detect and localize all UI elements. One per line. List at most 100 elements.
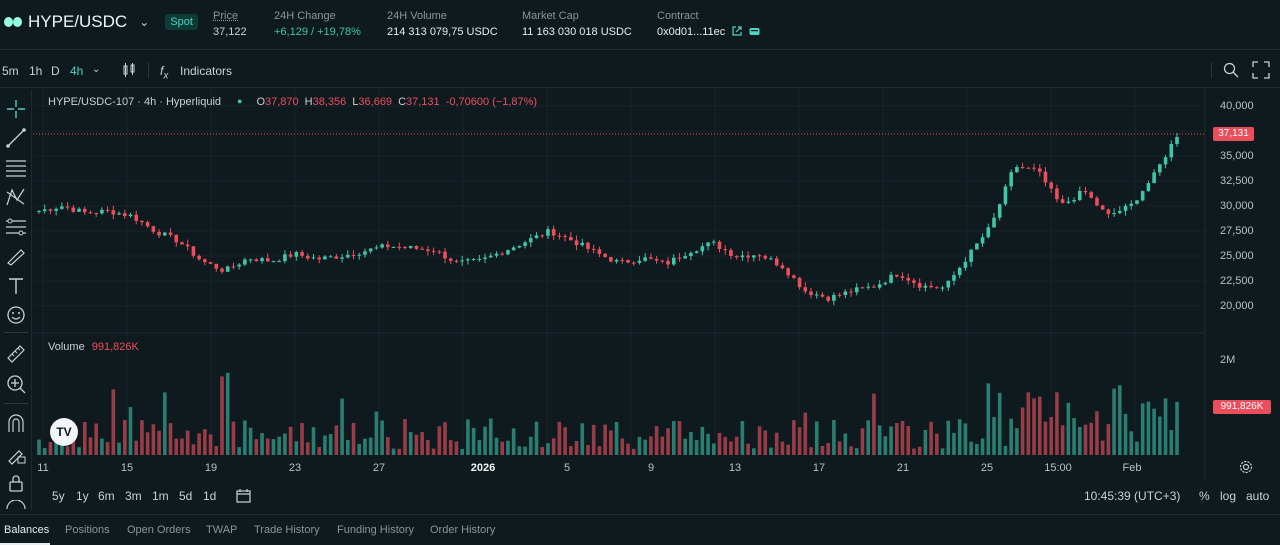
candle-type-icon[interactable] [121, 62, 137, 78]
tab-positions[interactable]: Positions [65, 524, 110, 536]
timeframe-1h[interactable]: 1h [29, 64, 43, 78]
horizontal-lines-icon[interactable] [5, 156, 27, 178]
volume-bar [1169, 430, 1174, 455]
range-6m[interactable]: 6m [98, 489, 115, 503]
volume-bar [580, 423, 585, 455]
candle-body [643, 257, 647, 261]
lock-drawing-icon[interactable] [5, 443, 27, 465]
tab-twap[interactable]: TWAP [206, 524, 238, 536]
tab-balances[interactable]: Balances [4, 524, 50, 536]
candle-body [140, 220, 144, 223]
volume-bar [523, 446, 527, 455]
chevron-down-icon[interactable]: ⌄ [139, 15, 150, 29]
candle-body [877, 284, 882, 288]
volume-bar [140, 420, 144, 455]
indicators-icon[interactable]: fx [160, 64, 169, 82]
contract-address[interactable]: 0x0d01...11ec [657, 26, 726, 38]
volume-bar [82, 421, 87, 455]
volume-bar [243, 420, 247, 455]
scale-percent[interactable]: % [1199, 489, 1210, 503]
candle-body [351, 254, 356, 256]
tradingview-logo-icon[interactable]: TV [50, 418, 78, 446]
tab-trade-history[interactable]: Trade History [254, 524, 320, 536]
volume-bar [1060, 425, 1065, 455]
zoom-search-icon[interactable] [1222, 61, 1240, 79]
wallet-icon[interactable] [749, 27, 760, 36]
candle-body [729, 250, 733, 257]
range-5d[interactable]: 5d [179, 489, 193, 503]
range-5y[interactable]: 5y [52, 489, 65, 503]
range-1d[interactable]: 1d [203, 489, 217, 503]
indicators-button[interactable]: Indicators [180, 64, 233, 78]
ruler-icon[interactable] [5, 343, 27, 365]
external-link-icon[interactable] [732, 26, 742, 36]
volume-bar [391, 448, 396, 455]
crosshair-icon[interactable] [5, 98, 27, 120]
volume-bar [797, 427, 802, 455]
volume-bar [1129, 431, 1134, 455]
volume-bar [603, 424, 607, 455]
legend-change: -0,70600 (−1,87%) [445, 96, 538, 108]
tab-order-history[interactable]: Order History [430, 524, 496, 536]
tab-open-orders[interactable]: Open Orders [127, 524, 191, 536]
chart-settings-gear-icon[interactable] [1239, 460, 1253, 474]
candle-body [986, 227, 991, 238]
scale-log[interactable]: log [1220, 489, 1237, 503]
scale-auto[interactable]: auto [1246, 489, 1270, 503]
range-1m[interactable]: 1m [152, 489, 169, 503]
fullscreen-icon[interactable] [1252, 61, 1270, 79]
candle-body [797, 277, 802, 288]
volume-bar [414, 434, 419, 455]
time-tick: 15:00 [1044, 462, 1072, 474]
pair-selector[interactable]: HYPE/USDC ⌄ Spot [4, 12, 198, 32]
candle-body [1066, 201, 1071, 203]
volume-bar [277, 436, 281, 455]
timeframe-5m[interactable]: 5m [2, 64, 19, 78]
timeframe-dropdown-chevron-icon[interactable]: ⌄ [92, 64, 101, 75]
volume-bar [826, 443, 830, 455]
volume-bar [477, 440, 482, 455]
volume-bar [1026, 392, 1031, 455]
candle-body [42, 209, 47, 212]
volume-bar [1043, 421, 1048, 455]
range-3m[interactable]: 3m [125, 489, 142, 503]
time-tick: 23 [288, 462, 302, 474]
magnet-icon[interactable] [5, 413, 27, 435]
timeframe-4h[interactable]: 4h [70, 64, 84, 78]
range-1y[interactable]: 1y [76, 489, 89, 503]
clock-timezone[interactable]: 10:45:39 (UTC+3) [1084, 489, 1181, 503]
volume-bar [288, 426, 293, 455]
lock-icon[interactable] [5, 472, 27, 494]
candle-body [649, 257, 653, 259]
zoom-in-icon[interactable] [5, 373, 27, 395]
last-volume-badge: 991,826K [1213, 400, 1271, 414]
trend-line-icon[interactable] [5, 127, 27, 149]
tab-funding-history[interactable]: Funding History [337, 524, 415, 536]
candle-body [1112, 213, 1116, 215]
volume-bar [711, 443, 716, 455]
volume-bar [752, 448, 756, 455]
candle-body [540, 235, 545, 237]
text-tool-icon[interactable] [5, 275, 27, 297]
volume-bar [906, 425, 911, 455]
candle-body [935, 287, 939, 289]
eye-icon[interactable] [5, 500, 27, 510]
timeframe-d[interactable]: D [51, 64, 60, 78]
date-range-calendar-icon[interactable] [236, 488, 252, 504]
candle-body [952, 275, 956, 281]
pair-name: HYPE/USDC [28, 12, 128, 31]
candle-body [340, 257, 344, 259]
fib-levels-icon[interactable] [5, 216, 27, 238]
candle-body [386, 244, 390, 248]
candle-body [506, 250, 510, 255]
candle-body [237, 264, 241, 267]
volume-bar [557, 421, 562, 455]
candle-body [1140, 191, 1145, 201]
candle-body [769, 258, 773, 260]
pattern-icon[interactable] [5, 186, 27, 208]
brush-icon[interactable] [5, 245, 27, 267]
emoji-icon[interactable] [5, 304, 27, 326]
candle-body [809, 291, 813, 296]
candle-body [820, 294, 825, 297]
